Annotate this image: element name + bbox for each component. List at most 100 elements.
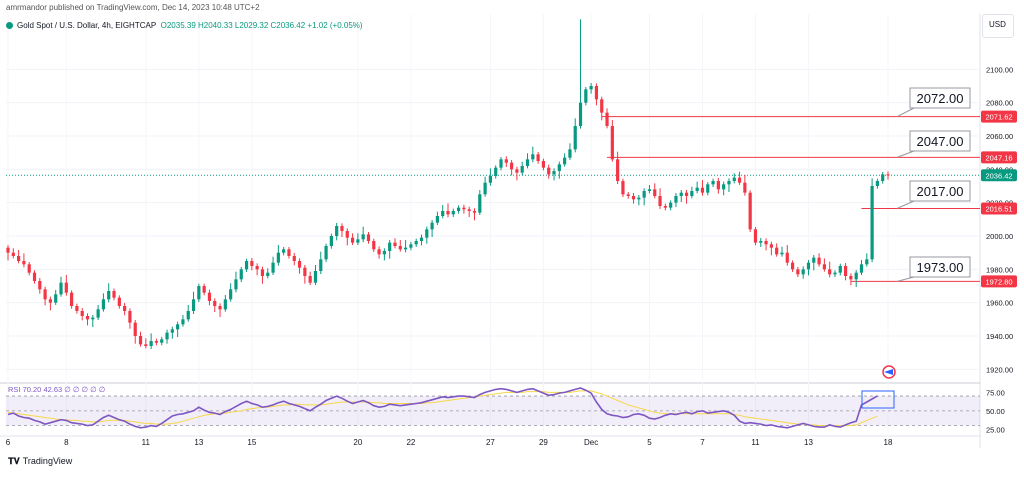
candle-body — [642, 191, 646, 198]
candle-body — [229, 289, 233, 300]
candle-body — [769, 244, 773, 248]
candle-body — [48, 299, 53, 303]
callout-box — [909, 87, 971, 109]
candle-body — [308, 276, 312, 283]
candle-body — [255, 266, 259, 270]
candle-body — [393, 242, 397, 246]
candle-body — [441, 211, 445, 216]
candle-body — [43, 289, 47, 300]
candle-body — [149, 341, 153, 346]
candle-body — [700, 187, 705, 193]
candle-body — [547, 167, 551, 175]
candle-body — [350, 237, 355, 243]
price-tick-label: 2000.00 — [986, 232, 1013, 241]
time-tick-label: 29 — [539, 438, 548, 447]
candle-body — [419, 237, 424, 241]
extras: RSI 70.20 42.63 ∅ ∅ ∅ ∅ ∅ — [8, 365, 896, 409]
candle-body — [753, 229, 758, 243]
candle-body — [510, 162, 514, 170]
price-tick-label: 1960.00 — [986, 299, 1013, 308]
symbol-legend: Gold Spot / U.S. Dollar, 4h, EIGHTCAP O2… — [6, 21, 363, 30]
candle-body — [748, 192, 752, 230]
candle-body — [138, 336, 143, 345]
candle-body — [414, 241, 418, 245]
candle-body — [213, 301, 217, 306]
candle-body — [128, 311, 132, 323]
candle-body — [133, 322, 137, 336]
candle-body — [870, 186, 874, 260]
candle-body — [38, 281, 42, 290]
candle-body — [716, 181, 720, 190]
candle-body — [409, 244, 413, 248]
currency-button[interactable] — [982, 14, 1014, 38]
candle-body — [303, 267, 307, 276]
candle-body — [271, 262, 275, 273]
rsi-highlight-box — [861, 390, 895, 409]
time-tick-label: 7 — [700, 438, 705, 447]
candle-body — [796, 269, 800, 275]
candle-body — [54, 294, 58, 303]
candle-body — [515, 169, 519, 173]
candle-body — [637, 197, 641, 200]
time-tick-label: 11 — [751, 438, 760, 447]
candle-body — [621, 181, 625, 195]
candle-body — [345, 231, 349, 238]
candle-body — [366, 234, 371, 241]
candle-body — [96, 309, 100, 318]
candle-body — [319, 259, 323, 271]
time-tick-label: 13 — [194, 438, 203, 447]
candle-body — [684, 192, 689, 196]
candle-body — [610, 126, 614, 160]
candle-body — [425, 229, 429, 238]
candle-body — [335, 226, 339, 236]
candle-body — [488, 176, 493, 183]
time-tick-label: 22 — [406, 438, 415, 447]
candle-body — [616, 159, 620, 181]
rsi-tick-label: 25.00 — [986, 425, 1005, 434]
candle-body — [722, 184, 726, 190]
price-label-tag — [981, 275, 1017, 288]
rsi-tick-label: 75.00 — [986, 388, 1005, 397]
candle-body — [329, 236, 333, 246]
symbol-name[interactable]: Gold Spot / U.S. Dollar, 4h, EIGHTCAP — [17, 21, 157, 30]
candle-body — [589, 86, 593, 90]
price-label-tag — [981, 151, 1017, 164]
candle-body — [85, 316, 90, 320]
rsi-legend: RSI 70.20 42.63 ∅ ∅ ∅ ∅ ∅ — [8, 385, 106, 394]
candle-body — [64, 282, 68, 293]
time-tick-label: 6 — [6, 438, 11, 447]
candle-body — [250, 261, 254, 266]
ohlc-values: O2035.39 H2040.33 L2029.32 C2036.42 +1.0… — [160, 21, 363, 30]
candle-body — [600, 99, 604, 113]
candle-body — [504, 159, 508, 163]
publish-line: amrmandor published on TradingView.com, … — [6, 3, 260, 12]
candle-body — [80, 311, 84, 316]
candle-body — [669, 202, 673, 208]
candle-body — [234, 279, 238, 290]
candle-body — [170, 329, 174, 333]
candle-body — [239, 269, 243, 280]
candle-body — [398, 246, 402, 250]
candle-body — [541, 161, 546, 168]
candle-body — [91, 317, 95, 320]
candle-body — [313, 271, 318, 283]
candle-body — [223, 299, 227, 310]
tradingview-brand[interactable]: 𝐓𝐕 TradingView — [8, 456, 72, 467]
candle-body — [6, 247, 10, 253]
candle-body — [653, 189, 657, 196]
candle-body — [674, 196, 678, 203]
candle-body — [191, 299, 196, 311]
price-tick-label: 2100.00 — [986, 65, 1013, 74]
candle-body — [536, 154, 540, 161]
candle-body — [435, 216, 439, 223]
callout-label: 2072.00 — [917, 91, 964, 106]
candle-body — [144, 344, 148, 346]
candle-body — [706, 184, 710, 193]
status-dot-icon — [6, 22, 13, 29]
candle-body — [785, 252, 789, 263]
candle-body — [181, 319, 185, 325]
candle-body — [711, 181, 715, 185]
time-tick-label: 5 — [647, 438, 652, 447]
candle-body — [605, 112, 609, 126]
